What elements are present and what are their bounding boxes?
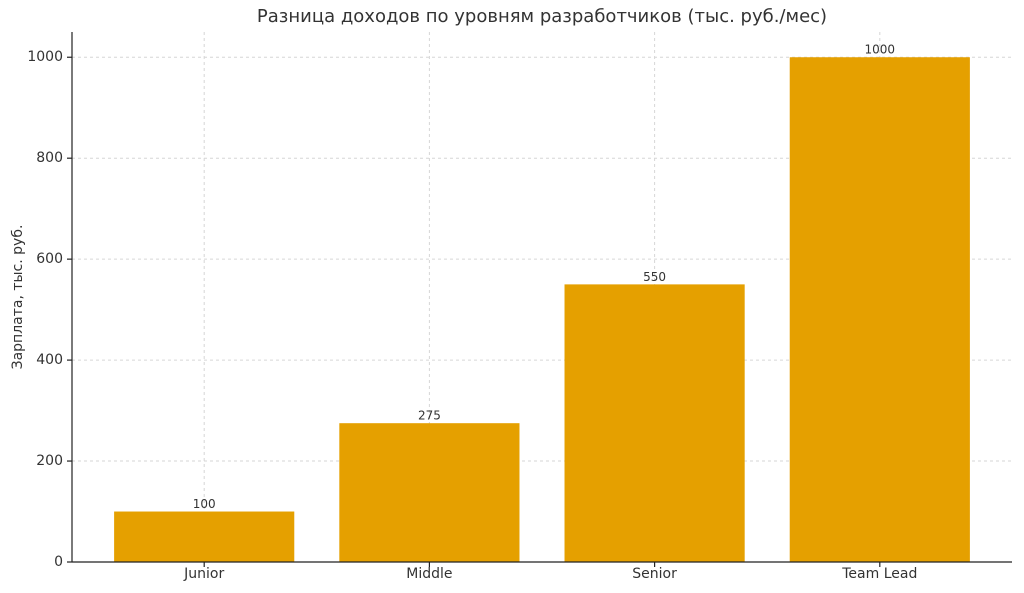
y-tick-label: 400: [36, 352, 63, 368]
x-tick-label: Middle: [406, 566, 452, 582]
value-label: 275: [418, 409, 441, 423]
y-tick-label: 1000: [27, 49, 63, 65]
value-label: 100: [193, 497, 216, 511]
y-tick-label: 200: [36, 453, 63, 469]
y-tick-label: 600: [36, 251, 63, 267]
bar: [564, 284, 745, 562]
bar: [339, 423, 520, 562]
value-label: 550: [643, 270, 666, 284]
x-tick-label: Senior: [632, 566, 677, 582]
chart-title: Разница доходов по уровням разработчиков…: [257, 6, 827, 27]
x-tick-label: Junior: [183, 566, 224, 582]
value-label: 1000: [865, 43, 896, 57]
y-tick-label: 0: [54, 554, 63, 570]
y-tick-label: 800: [36, 150, 63, 166]
y-axis-label: Зарплата, тыс. руб.: [10, 225, 26, 370]
x-tick-label: Team Lead: [841, 566, 917, 582]
bar: [114, 511, 295, 562]
bar: [789, 57, 970, 562]
